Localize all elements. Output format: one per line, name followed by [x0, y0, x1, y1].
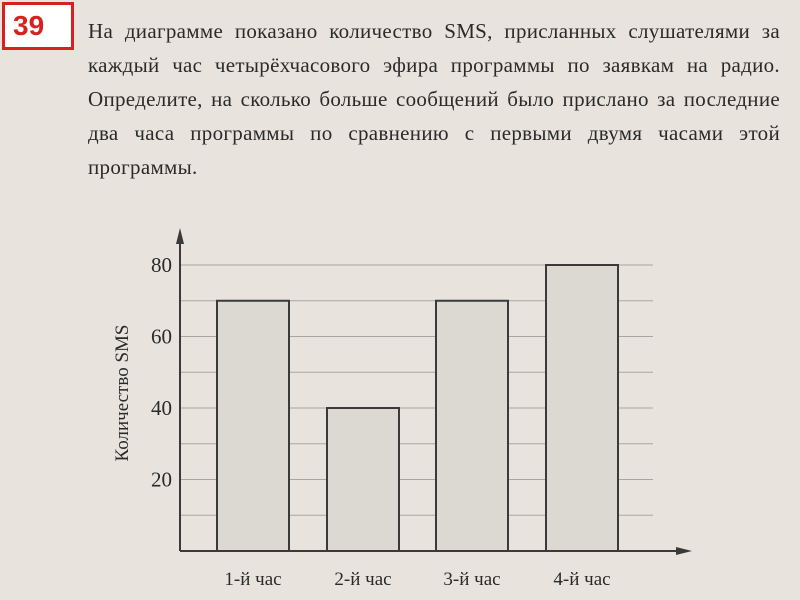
bar-4: [545, 264, 619, 552]
bar-3: [435, 299, 509, 552]
x-tick-label: 4-й час: [553, 569, 610, 590]
y-tick-label: 40: [151, 396, 172, 420]
x-tick-label: 1-й час: [224, 569, 281, 590]
x-tick-label: 2-й час: [334, 569, 391, 590]
y-tick-label: 20: [151, 468, 172, 492]
y-axis-label: Количество SMS: [112, 325, 133, 462]
bar-2: [326, 407, 400, 552]
bar-1: [216, 299, 290, 552]
x-axis-arrow-icon: [676, 547, 692, 555]
problem-text: На диаграмме показано количество SMS, пр…: [88, 19, 780, 179]
problem-number-badge: 39: [2, 2, 74, 50]
y-tick-label: 60: [151, 325, 172, 349]
y-tick-label: 80: [151, 253, 172, 277]
x-tick-label: 3-й час: [443, 569, 500, 590]
y-axis-arrow-icon: [176, 228, 184, 244]
